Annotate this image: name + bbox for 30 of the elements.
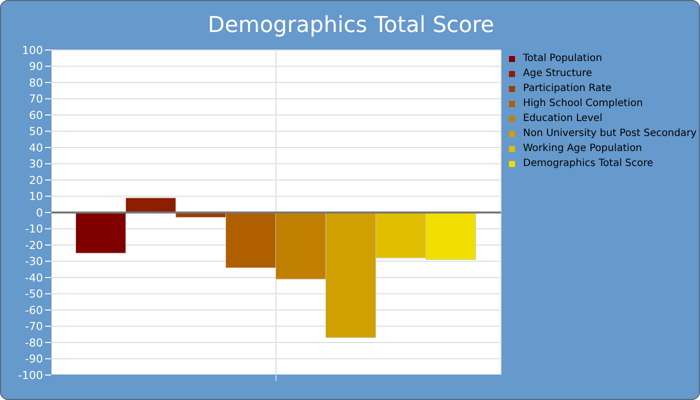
legend-label: Total Population xyxy=(523,52,602,66)
y-tick-label: 80 xyxy=(29,76,43,90)
y-tick-label: -90 xyxy=(25,352,43,366)
y-tick-label: 0 xyxy=(36,206,43,220)
legend-label: High School Completion xyxy=(523,97,643,111)
y-tick-label: -80 xyxy=(25,336,43,350)
y-tick-label: -40 xyxy=(25,271,43,284)
legend-label: Age Structure xyxy=(523,67,592,81)
y-tick-label: 90 xyxy=(29,60,43,74)
y-tick-label: 60 xyxy=(29,108,43,122)
legend-label: Working Age Population xyxy=(523,142,642,156)
y-tick-label: 30 xyxy=(29,158,43,171)
y-tick-label: 70 xyxy=(29,92,43,106)
y-tick-label: 50 xyxy=(29,125,43,138)
y-tick-label: -70 xyxy=(25,320,43,334)
y-tick-label: -10 xyxy=(25,222,43,236)
legend-label: Participation Rate xyxy=(523,82,612,96)
legend-label: Education Level xyxy=(523,112,602,126)
y-tick-label: 20 xyxy=(29,174,43,187)
y-tick-label: -20 xyxy=(25,238,43,252)
y-tick-label: 100 xyxy=(22,44,43,57)
legend-label: Non University but Post Secondary xyxy=(523,127,697,141)
y-tick-label: 10 xyxy=(29,190,43,204)
chart-title: Demographics Total Score xyxy=(206,13,496,38)
y-tick-label: -100 xyxy=(18,368,43,382)
y-tick-label: -60 xyxy=(25,304,43,317)
y-tick-label: 40 xyxy=(29,141,43,154)
y-tick-label: -30 xyxy=(25,255,43,268)
y-tick-label: -50 xyxy=(25,288,43,301)
legend-label: Demographics Total Score xyxy=(523,157,654,171)
